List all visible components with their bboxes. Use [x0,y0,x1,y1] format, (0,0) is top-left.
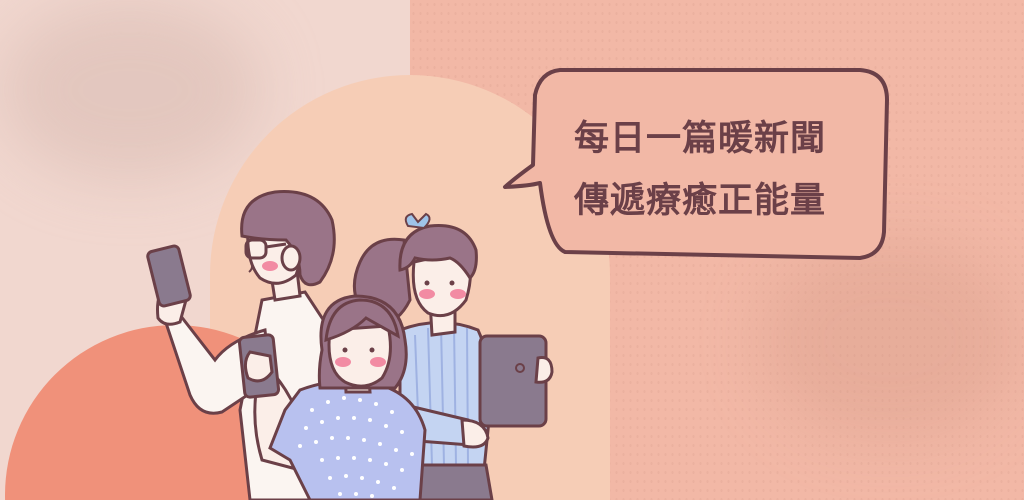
leaf-shadow [760,240,1020,440]
phone-icon [146,244,192,308]
speech-bubble [503,68,889,260]
headline-line-1: 每日一篇暖新聞 [573,119,826,159]
short-girl-figure [237,294,427,500]
leaf-shadow [0,0,260,180]
headline-line-2: 傳遞療癒正能量 [573,181,826,221]
